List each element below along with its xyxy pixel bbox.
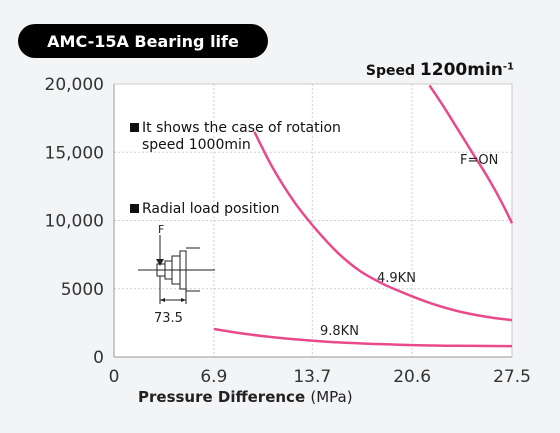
radial-load-note: Radial load position — [130, 201, 280, 218]
x-axis-label-text: Pressure Difference — [138, 388, 306, 406]
bullet-square-icon — [130, 123, 139, 132]
dimension-arrow-left-icon — [160, 298, 165, 302]
dimension-label: 73.5 — [154, 311, 183, 326]
radial-load-label: Radial load position — [142, 201, 280, 217]
series-line — [428, 84, 514, 224]
series-label: 4.9KN — [377, 271, 416, 286]
plot-area — [113, 83, 513, 358]
force-label: F — [158, 223, 164, 236]
y-tick-label: 15,000 — [45, 143, 104, 163]
speed-unit: min — [467, 60, 503, 80]
speed-value: 1200 — [419, 60, 468, 80]
speed-label: Speed 1200min-1 — [366, 60, 514, 80]
chart-title: AMC-15A Bearing life — [18, 24, 268, 58]
y-tick-label: 10,000 — [45, 212, 104, 232]
x-axis-label: Pressure Difference (MPa) — [138, 388, 353, 406]
x-tick-label: 13.7 — [293, 367, 331, 387]
x-tick-label: 0 — [109, 367, 120, 387]
y-tick-label: 20,000 — [45, 75, 104, 95]
speed-exponent: -1 — [502, 61, 514, 73]
radial-load-diagram: F 73.5 — [138, 223, 215, 326]
force-arrow-head-icon — [156, 259, 164, 266]
x-tick-label: 20.6 — [393, 367, 431, 387]
speed-label-text: Speed — [365, 63, 416, 79]
dimension-arrow-right-icon — [181, 298, 186, 302]
rotation-note-line1: It shows the case of rotation — [142, 120, 341, 136]
bearing-part-4 — [179, 250, 187, 290]
bullet-square-icon — [130, 204, 139, 213]
rotation-note-line2: speed 1000min — [142, 137, 251, 153]
rotation-note: It shows the case of rotation speed 1000… — [130, 120, 341, 154]
y-tick-label: 0 — [93, 348, 104, 368]
x-axis-label-unit: (MPa) — [310, 388, 353, 406]
x-tick-label: 27.5 — [493, 367, 531, 387]
series-label: 9.8KN — [320, 324, 359, 339]
series-line — [213, 327, 513, 348]
y-tick-label: 5000 — [61, 280, 104, 300]
series-line — [253, 131, 513, 322]
series-label: F=ON — [460, 153, 498, 168]
x-tick-label: 6.9 — [200, 367, 227, 387]
